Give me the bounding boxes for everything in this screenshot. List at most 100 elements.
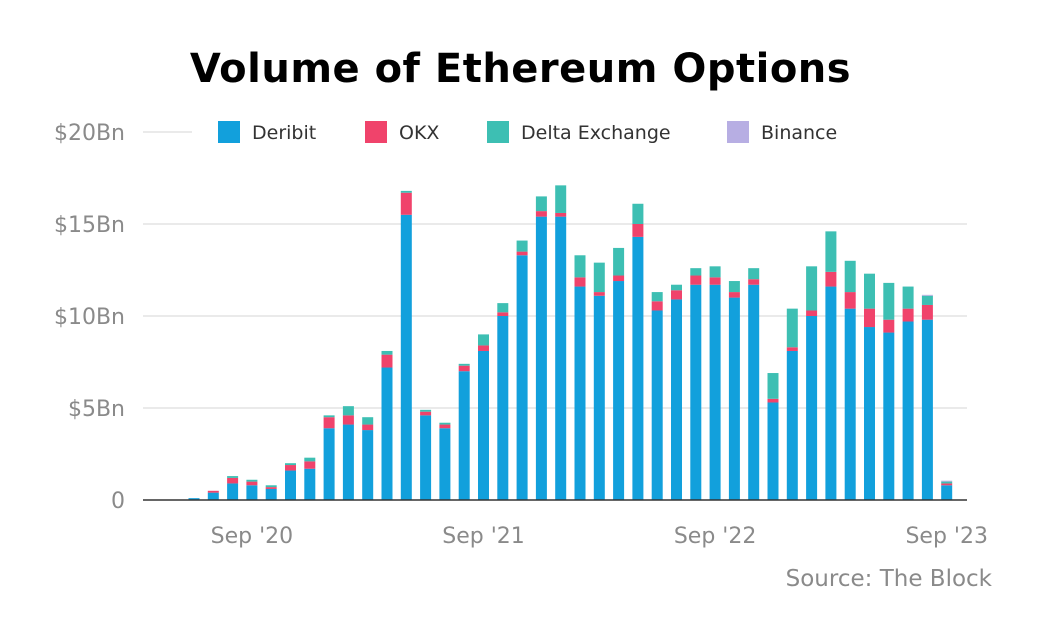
bar-segment-deribit: [632, 236, 644, 500]
bar-segment-delta-exchange: [227, 476, 239, 478]
bar-segment-deribit: [825, 286, 837, 500]
bar-segment-delta-exchange: [342, 406, 354, 416]
bar-segment-deribit: [439, 428, 451, 500]
bar-segment-deribit: [941, 485, 953, 500]
y-tick-label: $10Bn: [54, 305, 125, 330]
y-tick-label: $20Bn: [54, 121, 125, 146]
bar-segment-deribit: [902, 321, 914, 500]
bar-segment-okx: [767, 398, 779, 403]
bar-segment-deribit: [806, 316, 818, 500]
bar-segment-okx: [535, 211, 547, 217]
bar-segment-delta-exchange: [825, 231, 837, 272]
y-tick-label: $5Bn: [68, 397, 125, 422]
bar-segment-okx: [265, 487, 277, 489]
bar-segment-okx: [632, 224, 644, 237]
legend-label: Binance: [761, 122, 837, 144]
bar-segment-okx: [362, 424, 374, 431]
bar-segment-okx: [342, 415, 354, 425]
bar-segment-delta-exchange: [593, 262, 605, 293]
bar-segment-delta-exchange: [806, 266, 818, 311]
legend-item: Delta Exchange: [487, 121, 671, 144]
bar-segment-okx: [227, 477, 239, 484]
bar-segment-okx: [439, 424, 451, 429]
bar-segment-deribit: [748, 284, 760, 500]
bar-segment-okx: [516, 251, 528, 256]
legend-background: [192, 118, 972, 146]
bar-segment-okx: [786, 347, 798, 351]
bar-segment-delta-exchange: [555, 185, 567, 213]
bar-segment-deribit: [555, 216, 567, 500]
bar-segment-okx: [748, 279, 760, 285]
bar-segment-binance: [941, 480, 953, 482]
legend-label: Deribit: [252, 122, 316, 144]
bar-segment-deribit: [323, 428, 335, 500]
bar-segment-deribit: [593, 295, 605, 500]
bar-segment-delta-exchange: [478, 334, 489, 346]
bar-segment-okx: [671, 290, 682, 300]
bar-segment-deribit: [883, 332, 895, 500]
bar-segment-delta-exchange: [285, 463, 296, 466]
bar-segment-delta-exchange: [246, 479, 258, 482]
legend-item: Deribit: [218, 121, 316, 144]
bar-segment-deribit: [574, 286, 586, 500]
bar-segment-okx: [246, 481, 258, 486]
bar-segment-delta-exchange: [362, 417, 374, 425]
legend: Deribit OKX Delta Exchange Binance: [192, 118, 972, 146]
bar-segment-deribit: [458, 371, 470, 500]
bar-segment-okx: [902, 308, 914, 322]
bar-segment-delta-exchange: [921, 295, 933, 305]
bar-segment-delta-exchange: [651, 292, 663, 302]
bar-segment-deribit: [497, 316, 509, 500]
bar-segment-delta-exchange: [767, 373, 779, 399]
legend-label: Delta Exchange: [521, 122, 671, 144]
chart-title: Volume of Ethereum Options: [189, 46, 852, 92]
bar-segment-delta-exchange: [516, 240, 528, 252]
bar-segment-delta-exchange: [400, 190, 412, 193]
bar-segment-deribit: [381, 367, 393, 500]
bar-segment-okx: [806, 310, 818, 316]
bar-segment-okx: [941, 483, 953, 486]
bar-segment-delta-exchange: [883, 282, 895, 320]
legend-item: OKX: [365, 121, 439, 144]
bar-segment-delta-exchange: [864, 273, 875, 309]
bar-segment-okx: [690, 275, 702, 285]
bar-segment-okx: [207, 490, 219, 493]
bar-segment-okx: [864, 308, 875, 328]
gridlines: [143, 131, 967, 409]
bar-segment-okx: [613, 275, 625, 282]
bar-segment-deribit: [864, 327, 875, 500]
bar-segment-delta-exchange: [323, 415, 335, 418]
bar-segment-delta-exchange: [304, 457, 316, 462]
bar-segment-okx: [458, 365, 470, 372]
bar-segment-okx: [825, 271, 837, 287]
bar-segment-deribit: [690, 284, 702, 500]
x-tick-label: Sep '21: [442, 524, 525, 549]
bar-segment-binance: [921, 294, 933, 296]
bar-segment-deribit: [285, 470, 296, 500]
bar-segment-deribit: [613, 281, 625, 500]
y-axis-ticks: 0 $5Bn $10Bn $15Bn $20Bn: [54, 121, 125, 514]
bar-segment-okx: [883, 319, 895, 333]
bar-segment-deribit: [767, 402, 779, 500]
bar-segment-okx: [574, 277, 586, 287]
x-tick-label: Sep '22: [674, 524, 757, 549]
bar-segment-delta-exchange: [748, 268, 760, 280]
bar-segment-okx: [709, 277, 721, 285]
bar-segment-deribit: [265, 488, 277, 500]
bar-segment-delta-exchange: [844, 260, 856, 293]
bar-segment-deribit: [535, 216, 547, 500]
source-note: Source: The Block: [785, 566, 992, 592]
bar-segment-delta-exchange: [941, 481, 953, 484]
bar-segment-okx: [285, 465, 296, 471]
bar-segment-delta-exchange: [574, 255, 586, 278]
bar-segment-deribit: [362, 430, 374, 500]
bar-segment-delta-exchange: [632, 203, 644, 224]
bar-segment-deribit: [671, 299, 682, 500]
bars: [188, 185, 953, 501]
bar-segment-deribit: [709, 284, 721, 500]
bar-segment-deribit: [728, 297, 740, 500]
bar-segment-delta-exchange: [671, 284, 682, 291]
bar-segment-okx: [728, 292, 740, 298]
bar-segment-delta-exchange: [690, 268, 702, 276]
bar-segment-deribit: [651, 310, 663, 500]
